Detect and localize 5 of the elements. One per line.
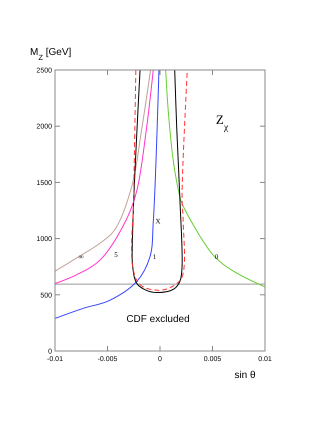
annotation: CDF excluded: [126, 314, 190, 325]
y-axis-title: M$_{Z}$ [GeV]: [30, 47, 72, 62]
line-series: [165, 70, 265, 288]
annotation: Z$_{χ}$: [216, 112, 229, 132]
x-axis-title: sin θ: [234, 370, 256, 381]
